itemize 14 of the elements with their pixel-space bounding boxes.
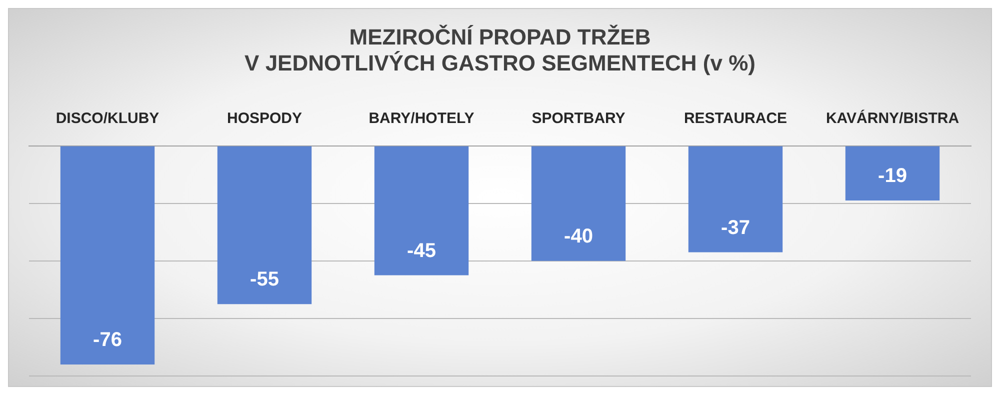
x-tick-label: BARY/HOTELY [368,110,474,127]
x-tick-label: SPORTBARY [532,110,626,127]
data-label: -40 [564,225,593,248]
data-label: -76 [93,329,122,352]
data-label: -55 [250,268,279,291]
data-label: -19 [878,164,907,187]
text: MEZIROČNÍ PROPAD TRŽEB [349,24,651,50]
x-tick-label: KAVÁRNY/BISTRA [826,108,960,127]
x-tick-label: HOSPODY [226,110,302,127]
text: V JEDNOTLIVÝCH GASTRO SEGMENTECH (v %) [244,50,756,76]
x-tick-label: DISCO/KLUBY [56,110,160,127]
data-label: -45 [407,240,436,262]
x-tick-label: RESTAURACE [684,110,788,127]
data-label: -37 [721,216,750,239]
